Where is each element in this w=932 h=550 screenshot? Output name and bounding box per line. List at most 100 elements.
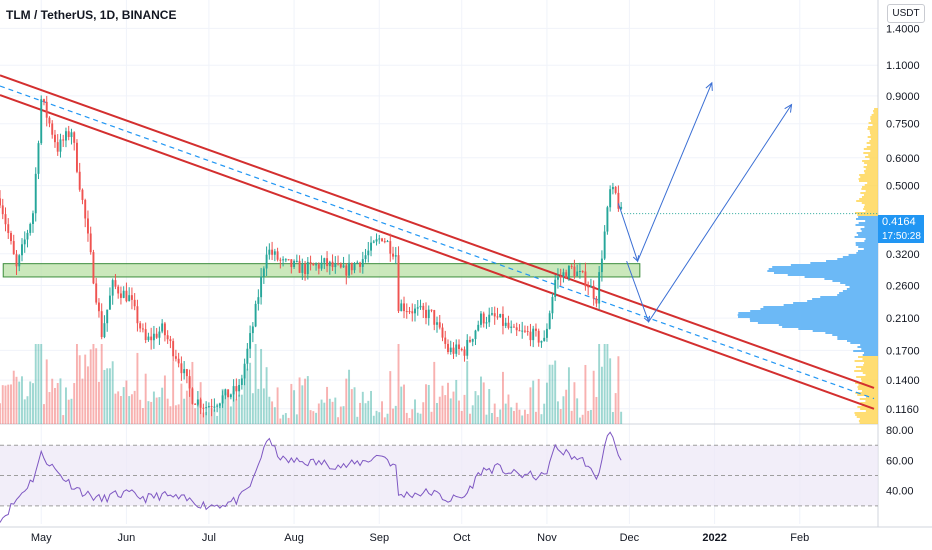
candle-body bbox=[419, 305, 422, 308]
volume-profile-row bbox=[874, 108, 878, 110]
candle-body bbox=[84, 199, 87, 219]
candle-body bbox=[378, 238, 381, 240]
volume-bar bbox=[477, 395, 480, 424]
volume-profile-row bbox=[863, 208, 878, 210]
candle-body bbox=[207, 406, 210, 408]
volume-bar bbox=[166, 398, 169, 424]
volume-bar bbox=[0, 403, 1, 424]
channel-midline[interactable] bbox=[0, 85, 875, 400]
candle-body bbox=[183, 369, 186, 374]
volume-bar bbox=[463, 394, 466, 424]
time-tick-label: Dec bbox=[620, 532, 640, 544]
volume-bar bbox=[482, 382, 485, 424]
candlestick-series bbox=[0, 95, 623, 418]
volume-profile-row bbox=[871, 120, 878, 122]
candle-body bbox=[147, 336, 150, 341]
volume-bar bbox=[37, 344, 40, 424]
volume-bar bbox=[205, 411, 208, 424]
price-tick-label: 0.2600 bbox=[886, 281, 920, 293]
volume-bar bbox=[218, 405, 221, 424]
price-tick-label: 0.1400 bbox=[886, 375, 920, 387]
volume-bar bbox=[488, 389, 491, 424]
time-tick-label: Oct bbox=[453, 532, 470, 544]
volume-bar bbox=[578, 417, 581, 424]
candle-body bbox=[441, 327, 444, 338]
projection-path[interactable] bbox=[617, 82, 713, 263]
candle-body bbox=[32, 213, 34, 225]
volume-profile-row bbox=[854, 412, 878, 414]
volume-profile-row bbox=[842, 290, 878, 292]
candle-body bbox=[367, 250, 370, 256]
volume-bar bbox=[128, 396, 131, 424]
volume-bar bbox=[603, 344, 606, 424]
candle-body bbox=[205, 407, 208, 409]
candle-body bbox=[103, 323, 106, 338]
volume-profile-row bbox=[868, 122, 878, 124]
candle-body bbox=[298, 260, 301, 273]
candle-body bbox=[408, 311, 411, 313]
volume-bar bbox=[100, 344, 103, 424]
volume-profile-row bbox=[864, 240, 878, 242]
volume-bar bbox=[375, 410, 378, 424]
volume-profile-row bbox=[757, 322, 878, 324]
volume-profile-row bbox=[858, 216, 878, 218]
volume-profile-row bbox=[861, 380, 878, 382]
volume-profile-row bbox=[737, 314, 878, 316]
volume-bar bbox=[408, 417, 411, 424]
volume-profile-row bbox=[859, 198, 878, 200]
candle-body bbox=[480, 313, 482, 325]
volume-profile-row bbox=[863, 194, 878, 196]
candle-body bbox=[130, 295, 133, 300]
volume-bar bbox=[460, 410, 463, 424]
volume-bar bbox=[161, 387, 164, 424]
currency-badge[interactable]: USDT bbox=[887, 4, 925, 23]
volume-profile-row bbox=[870, 118, 878, 120]
volume-bar bbox=[81, 378, 84, 424]
candle-body bbox=[268, 249, 271, 255]
descending-channel[interactable] bbox=[0, 74, 875, 410]
projection-arrowhead bbox=[705, 81, 713, 91]
volume-bar bbox=[295, 414, 298, 424]
candle-body bbox=[301, 263, 304, 273]
candle-body bbox=[86, 218, 89, 234]
volume-profile-row bbox=[859, 180, 878, 182]
candle-body bbox=[7, 224, 10, 234]
time-axis[interactable]: May Jun Jul Aug Sep Oct Nov Dec 2022 Feb bbox=[31, 532, 809, 544]
volume-bar bbox=[180, 383, 183, 424]
candle-body bbox=[59, 139, 62, 152]
time-tick-label: Jun bbox=[118, 532, 136, 544]
candle-body bbox=[565, 272, 568, 279]
candle-body bbox=[603, 231, 606, 259]
candle-body bbox=[78, 171, 81, 190]
volume-profile-row bbox=[870, 150, 878, 152]
channel-upper-line[interactable] bbox=[0, 74, 875, 389]
candle-body bbox=[62, 139, 65, 141]
candle-body bbox=[595, 298, 598, 304]
volume-profile-row bbox=[846, 340, 878, 342]
volume-profile-row bbox=[749, 318, 878, 320]
volume-profile-row bbox=[837, 338, 878, 340]
candle-body bbox=[172, 341, 175, 357]
channel-lower-line[interactable] bbox=[0, 94, 875, 410]
volume-profile-row bbox=[840, 282, 878, 284]
volume-profile-row bbox=[860, 378, 878, 380]
volume-profile-row bbox=[820, 296, 878, 298]
volume-bar bbox=[287, 417, 290, 424]
volume-profile-row bbox=[845, 284, 878, 286]
candle-body bbox=[370, 242, 372, 251]
candle-body bbox=[54, 134, 56, 143]
volume-profile-row bbox=[859, 422, 878, 424]
volume-profile-row bbox=[862, 358, 878, 360]
volume-profile-row bbox=[782, 326, 878, 328]
projection-arrows[interactable] bbox=[617, 81, 793, 323]
candle-body bbox=[427, 309, 430, 319]
candle-body bbox=[4, 214, 7, 225]
candle-body bbox=[0, 198, 1, 206]
candle-body bbox=[471, 339, 474, 342]
volume-profile-row bbox=[857, 250, 878, 252]
price-axis[interactable]: 1.4000 1.1000 0.9000 0.7500 0.6000 0.5000 0.32… bbox=[886, 23, 920, 415]
volume-profile-row bbox=[869, 132, 878, 134]
volume-profile-row bbox=[848, 254, 878, 256]
price-tick-label: 0.6000 bbox=[886, 153, 920, 165]
